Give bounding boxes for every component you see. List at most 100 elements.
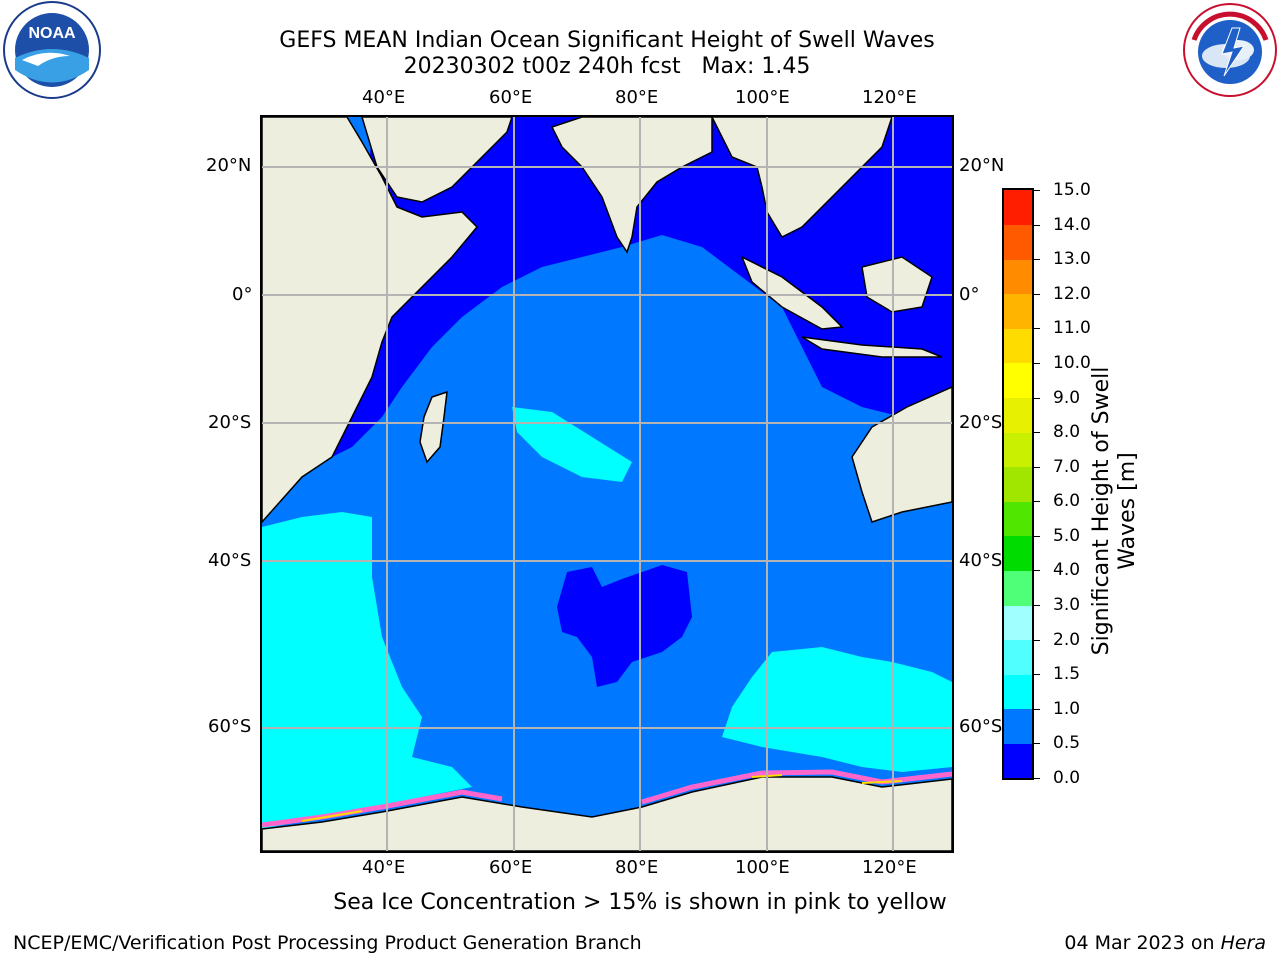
footer-left: NCEP/EMC/Verification Post Processing Pr… bbox=[13, 932, 642, 954]
colorbar-segment bbox=[1004, 674, 1032, 710]
footer-right: 04 Mar 2023 on Hera bbox=[1064, 932, 1266, 954]
colorbar-tick-mark bbox=[1034, 362, 1040, 364]
land-indochina bbox=[711, 117, 893, 238]
colorbar bbox=[1002, 188, 1034, 780]
colorbar-tick-label: 12.0 bbox=[1053, 283, 1091, 304]
lat-label-left-20s: 20°S bbox=[208, 412, 252, 433]
colorbar-segment bbox=[1004, 224, 1032, 260]
lon-label-top-120e: 120°E bbox=[862, 87, 917, 108]
lon-label-top-40e: 40°E bbox=[362, 87, 406, 108]
land-india bbox=[550, 117, 713, 254]
colorbar-tick-mark bbox=[1034, 743, 1040, 745]
ocean-1-0-1-5-southwest bbox=[262, 512, 472, 829]
colorbar-segment bbox=[1004, 328, 1032, 364]
colorbar-tick-label: 0.5 bbox=[1053, 733, 1081, 754]
ocean-1-0-1-5-southeast bbox=[722, 647, 952, 772]
lat-label-right-40s: 40°S bbox=[959, 550, 1003, 571]
sea-ice-caption: Sea Ice Concentration > 15% is shown in … bbox=[333, 890, 947, 915]
lon-label-bottom-40e: 40°E bbox=[362, 857, 406, 878]
colorbar-tick-label: 4.0 bbox=[1053, 560, 1081, 581]
ocean-1-0-1-5-streak bbox=[512, 407, 632, 482]
lat-label-right-60s: 60°S bbox=[959, 716, 1003, 737]
colorbar-tick-label: 2.0 bbox=[1053, 629, 1081, 650]
lat-label-left-60s: 60°S bbox=[208, 716, 252, 737]
colorbar-tick-mark bbox=[1034, 466, 1040, 468]
colorbar-segment bbox=[1004, 605, 1032, 641]
colorbar-tick-label: 5.0 bbox=[1053, 525, 1081, 546]
colorbar-tick-mark bbox=[1034, 605, 1040, 607]
lat-label-right-20n: 20°N bbox=[959, 155, 1005, 176]
lon-label-bottom-100e: 100°E bbox=[735, 857, 790, 878]
lon-label-bottom-120e: 120°E bbox=[862, 857, 917, 878]
colorbar-segment bbox=[1004, 397, 1032, 433]
colorbar-tick-mark bbox=[1034, 501, 1040, 503]
colorbar-tick-label: 7.0 bbox=[1053, 456, 1081, 477]
colorbar-segment bbox=[1004, 570, 1032, 606]
nws-logo bbox=[1180, 0, 1280, 100]
colorbar-segment bbox=[1004, 190, 1032, 226]
colorbar-tick-mark bbox=[1034, 639, 1040, 641]
noaa-logo-text: NOAA bbox=[28, 25, 76, 42]
lat-label-right-0: 0° bbox=[959, 284, 980, 305]
colorbar-tick-label: 0.0 bbox=[1053, 768, 1081, 788]
colorbar-segment bbox=[1004, 466, 1032, 502]
land-arabia bbox=[361, 117, 513, 203]
footer-date: 04 Mar 2023 on bbox=[1064, 932, 1221, 954]
colorbar-label-line2: Waves [m] bbox=[1115, 452, 1140, 570]
chart-subtitle: 20230302 t00z 240h fcst Max: 1.45 bbox=[403, 54, 811, 79]
map-panel bbox=[260, 115, 954, 853]
land-antarctica bbox=[262, 776, 952, 851]
lon-label-top-60e: 60°E bbox=[489, 87, 533, 108]
lon-label-bottom-60e: 60°E bbox=[489, 857, 533, 878]
colorbar-tick-label: 8.0 bbox=[1053, 422, 1081, 443]
colorbar-tick-mark bbox=[1034, 432, 1040, 434]
colorbar-tick-mark bbox=[1034, 570, 1040, 572]
colorbar-tick-mark bbox=[1034, 397, 1040, 399]
map-gridlines bbox=[262, 117, 952, 851]
colorbar-tick-mark bbox=[1034, 674, 1040, 676]
colorbar-tick-mark bbox=[1034, 778, 1040, 779]
land-java bbox=[801, 336, 943, 358]
lat-label-right-20s: 20°S bbox=[959, 412, 1003, 433]
colorbar-tick-label: 10.0 bbox=[1053, 352, 1091, 373]
lon-label-bottom-80e: 80°E bbox=[615, 857, 659, 878]
lat-label-left-0: 0° bbox=[232, 284, 253, 305]
lon-label-top-80e: 80°E bbox=[615, 87, 659, 108]
lon-label-top-100e: 100°E bbox=[735, 87, 790, 108]
colorbar-tick-mark bbox=[1034, 190, 1040, 191]
colorbar-tick-mark bbox=[1034, 224, 1040, 226]
colorbar-segment bbox=[1004, 362, 1032, 399]
colorbar-segment bbox=[1004, 708, 1032, 744]
lat-label-left-20n: 20°N bbox=[206, 155, 252, 176]
colorbar-tick-mark bbox=[1034, 535, 1040, 537]
colorbar-label-line1: Significant Height of Swell bbox=[1089, 366, 1114, 656]
colorbar-tick-mark bbox=[1034, 259, 1040, 261]
colorbar-tick-label: 14.0 bbox=[1053, 214, 1091, 235]
noaa-logo: NOAA bbox=[0, 0, 104, 100]
lat-label-left-40s: 40°S bbox=[208, 550, 252, 571]
land-madagascar bbox=[419, 390, 448, 464]
land-australia bbox=[851, 386, 952, 523]
colorbar-segment bbox=[1004, 743, 1032, 778]
colorbar-segment bbox=[1004, 259, 1032, 295]
colorbar-tick-mark bbox=[1034, 328, 1040, 330]
colorbar-segment bbox=[1004, 432, 1032, 468]
colorbar-segment bbox=[1004, 501, 1032, 537]
colorbar-tick-label: 1.0 bbox=[1053, 698, 1081, 719]
colorbar-tick-mark bbox=[1034, 293, 1040, 295]
land-borneo bbox=[861, 256, 933, 313]
footer-machine: Hera bbox=[1220, 932, 1266, 954]
colorbar-tick-label: 6.0 bbox=[1053, 491, 1081, 512]
land-africa bbox=[262, 117, 479, 524]
colorbar-tick-label: 15.0 bbox=[1053, 180, 1091, 200]
colorbar-tick-label: 11.0 bbox=[1053, 318, 1091, 339]
colorbar-tick-label: 3.0 bbox=[1053, 595, 1081, 616]
sea-ice-fringe bbox=[262, 789, 503, 828]
colorbar-tick-label: 9.0 bbox=[1053, 387, 1081, 408]
colorbar-tick-label: 13.0 bbox=[1053, 249, 1091, 270]
ocean-0-0-5-south-patch bbox=[557, 565, 692, 687]
chart-title: GEFS MEAN Indian Ocean Significant Heigh… bbox=[279, 28, 935, 53]
colorbar-tick-label: 1.5 bbox=[1053, 664, 1081, 685]
colorbar-segment bbox=[1004, 293, 1032, 329]
map-svg bbox=[262, 117, 952, 851]
